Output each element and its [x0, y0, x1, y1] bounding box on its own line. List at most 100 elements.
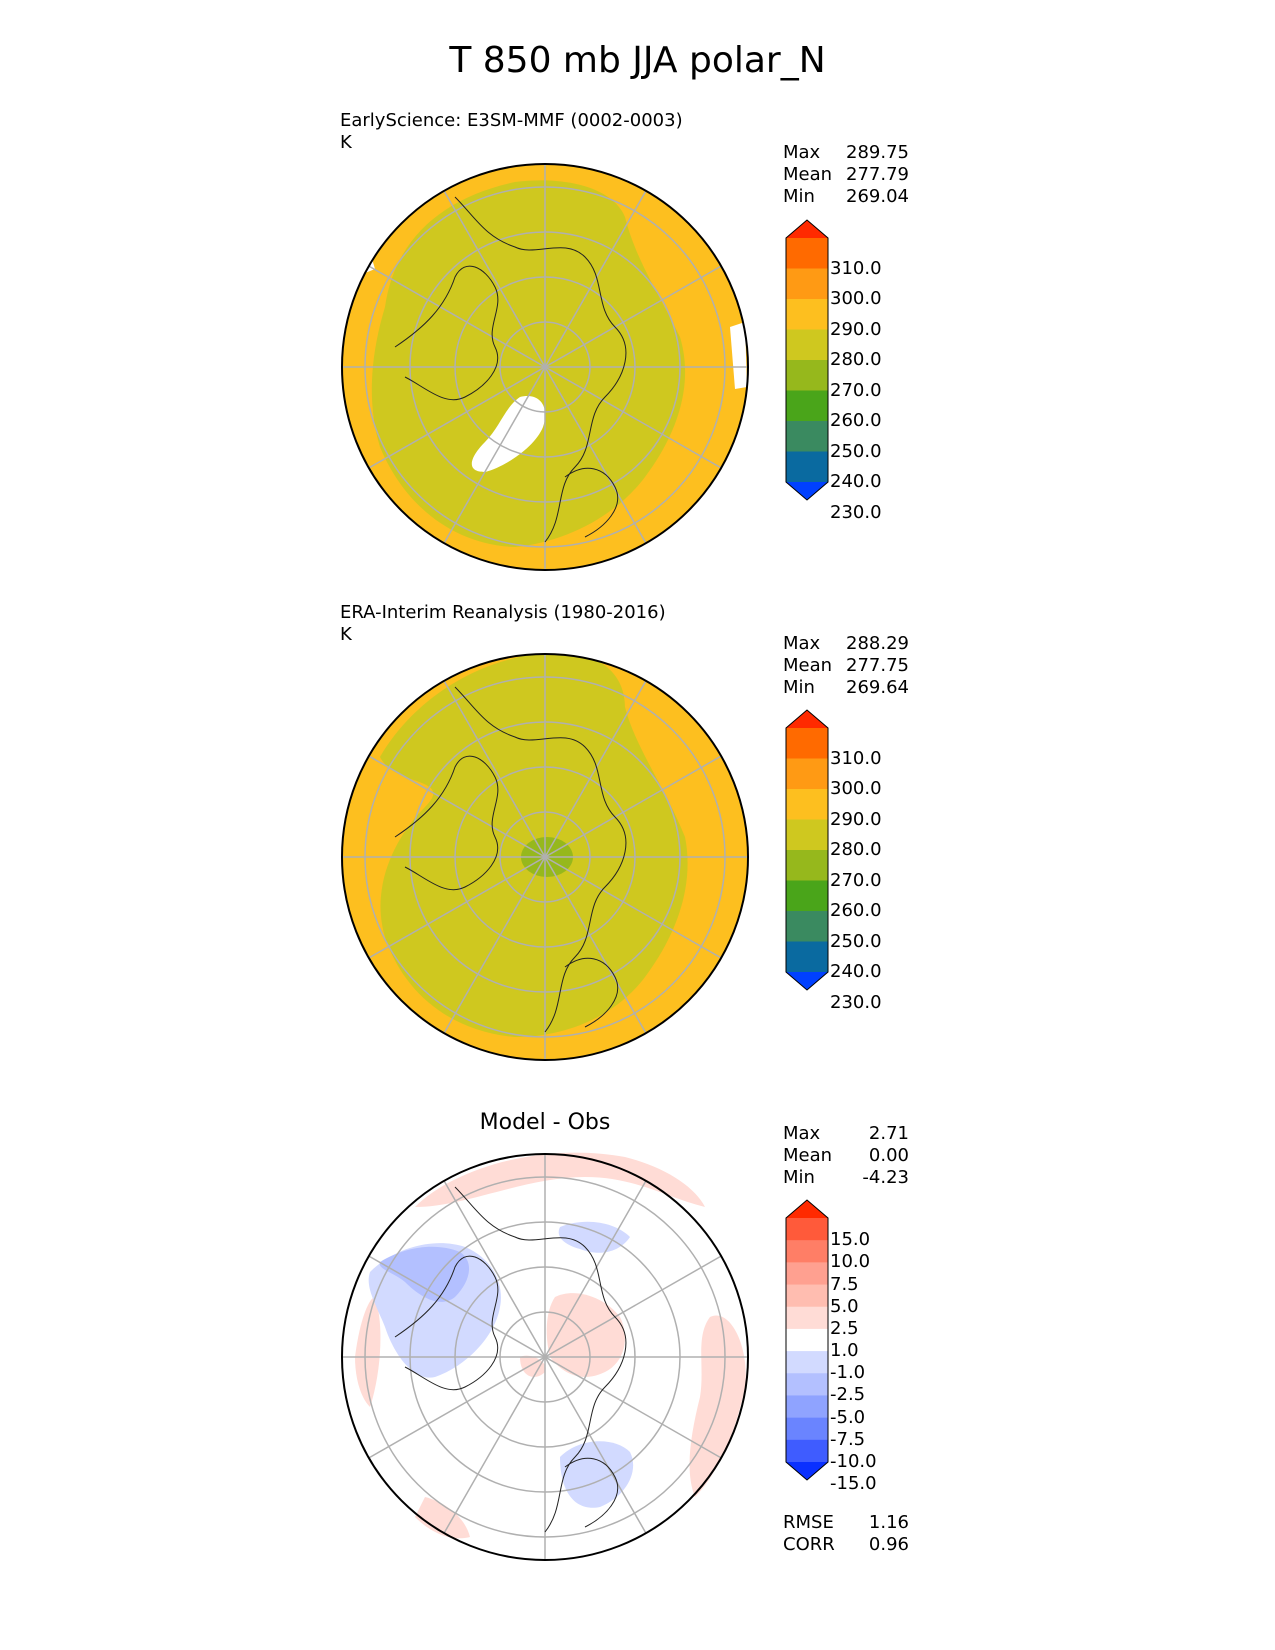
colorbar-segment — [786, 360, 828, 391]
colorbar-tick-label: 310.0 — [830, 257, 882, 279]
model-title-text: EarlyScience: E3SM-MMF (0002-0003) — [340, 110, 683, 131]
stat-mean: 277.75 — [846, 655, 909, 676]
colorbar-tick-label: 300.0 — [830, 778, 882, 799]
graticule — [342, 654, 748, 1060]
model-title: EarlyScience: E3SM-MMF (0002-0003) K — [340, 110, 683, 154]
colorbar-segment — [786, 238, 828, 269]
diff-map — [341, 1152, 749, 1561]
colorbar-tick-label: 270.0 — [830, 869, 882, 891]
map-border — [341, 163, 749, 571]
corr-value: 0.96 — [868, 1534, 909, 1555]
diff-colorbar — [785, 1199, 829, 1481]
colorbar-outline — [785, 1199, 829, 1481]
colorbar-extend-min — [786, 1462, 828, 1480]
colorbar-tick-label: 310.0 — [830, 747, 882, 769]
obs-title: ERA-Interim Reanalysis (1980-2016) K — [340, 602, 666, 646]
stat-label: Max — [783, 633, 821, 654]
colorbar-segment — [786, 1439, 828, 1463]
graticule — [342, 1154, 748, 1560]
colorbar-segment — [786, 1218, 828, 1241]
stat-max: 288.29 — [846, 633, 909, 654]
metric-label: RMSE — [783, 1512, 834, 1533]
colorbar-tick-label: 250.0 — [830, 930, 882, 952]
colorbar-tick-label: -5.0 — [830, 1406, 866, 1428]
missing-greenland — [471, 396, 546, 472]
colorbar-tick-label: 260.0 — [830, 410, 882, 431]
colorbar-segment — [786, 789, 828, 820]
stat-mean: 0.00 — [868, 1145, 909, 1166]
colorbar-extend-max — [786, 220, 828, 238]
negative-anomalies — [368, 1221, 634, 1508]
colorbar-tick-label: 280.0 — [830, 349, 882, 370]
colorbar-tick-label: 15.0 — [830, 1229, 871, 1251]
colorbar-outline — [785, 219, 829, 501]
colorbar-tick-label: 1.0 — [830, 1340, 859, 1362]
colorbar-tick-label: 260.0 — [830, 900, 882, 921]
colorbar-tick-label: 2.5 — [830, 1317, 859, 1339]
colorbar-extend-max — [786, 1200, 828, 1218]
colorbar-segment — [786, 1395, 828, 1419]
colorbar-segment — [786, 299, 828, 330]
colorbar-tick-label: 250.0 — [830, 440, 882, 462]
colorbar-segment — [786, 819, 828, 851]
stat-label: Min — [783, 677, 815, 698]
obs-title-text: ERA-Interim Reanalysis (1980-2016) — [340, 602, 666, 623]
colorbar-tick-label: 240.0 — [830, 471, 882, 492]
cool-field — [371, 180, 686, 548]
colorbar-tick-label: 290.0 — [830, 318, 882, 340]
graticule — [342, 164, 748, 570]
diff-metrics: RMSE 1.16 CORR 0.96 — [783, 1512, 909, 1556]
colorbar-segment — [786, 1328, 828, 1352]
colorbar-tick-label: 240.0 — [830, 961, 882, 982]
colorbar-tick-label: 7.5 — [830, 1273, 859, 1295]
colorbar-segment — [786, 728, 828, 759]
missing-rockies — [730, 322, 747, 389]
colorbar-segment — [786, 1240, 828, 1263]
stat-min: 269.64 — [846, 677, 909, 698]
stat-mean: 277.79 — [846, 164, 909, 185]
colorbar-tick-label: 300.0 — [830, 288, 882, 309]
diff-stats: Max 2.71 Mean 0.00 Min -4.23 — [783, 1123, 909, 1189]
colorbar-tick-label: 10.0 — [830, 1251, 871, 1273]
stat-label: Mean — [783, 164, 833, 185]
colorbar-tick-label: 5.0 — [830, 1295, 859, 1317]
colorbar-tick-label: 230.0 — [830, 991, 882, 1013]
obs-map — [341, 653, 749, 1061]
metric-label: CORR — [783, 1534, 835, 1555]
colorbar-tick-label: -1.0 — [830, 1362, 866, 1384]
colorbar-extend-max — [786, 710, 828, 728]
colorbar-segment — [786, 850, 828, 881]
obs-stats: Max 288.29 Mean 277.75 Min 269.64 — [783, 633, 909, 699]
colorbar-segment — [786, 1417, 828, 1441]
stat-label: Mean — [783, 1145, 833, 1166]
colorbar-segment — [786, 390, 828, 422]
coastlines — [394, 1186, 627, 1533]
colorbar-tick-label: 280.0 — [830, 839, 882, 860]
colorbar-segment — [786, 1262, 828, 1286]
diff-title: Model - Obs — [479, 1110, 611, 1135]
colorbar-segment — [786, 1306, 828, 1330]
colorbar-segment — [786, 941, 828, 973]
colorbar-segment — [786, 268, 828, 300]
map-border — [341, 653, 749, 1061]
stat-min: 269.04 — [846, 186, 909, 207]
colorbar-segment — [786, 329, 828, 361]
colorbar-segment — [786, 1351, 828, 1374]
model-colorbar — [785, 219, 829, 501]
stat-max: 2.71 — [868, 1123, 909, 1144]
rmse-value: 1.16 — [868, 1512, 909, 1533]
figure-title: T 850 mb JJA polar_N — [449, 40, 826, 81]
stat-label: Min — [783, 186, 815, 207]
colorbar-segment — [786, 758, 828, 790]
obs-units: K — [340, 624, 352, 645]
colorbar-segment — [786, 1284, 828, 1308]
stat-label: Max — [783, 1123, 821, 1144]
colorbar-segment — [786, 451, 828, 483]
model-units: K — [340, 132, 352, 153]
colorbar-tick-label: -10.0 — [830, 1451, 877, 1472]
model-map — [341, 163, 749, 571]
obs-colorbar — [785, 709, 829, 991]
coastlines — [394, 196, 627, 543]
colorbar-tick-label: 290.0 — [830, 808, 882, 830]
model-stats: Max 289.75 Mean 277.79 Min 269.04 — [783, 142, 909, 208]
